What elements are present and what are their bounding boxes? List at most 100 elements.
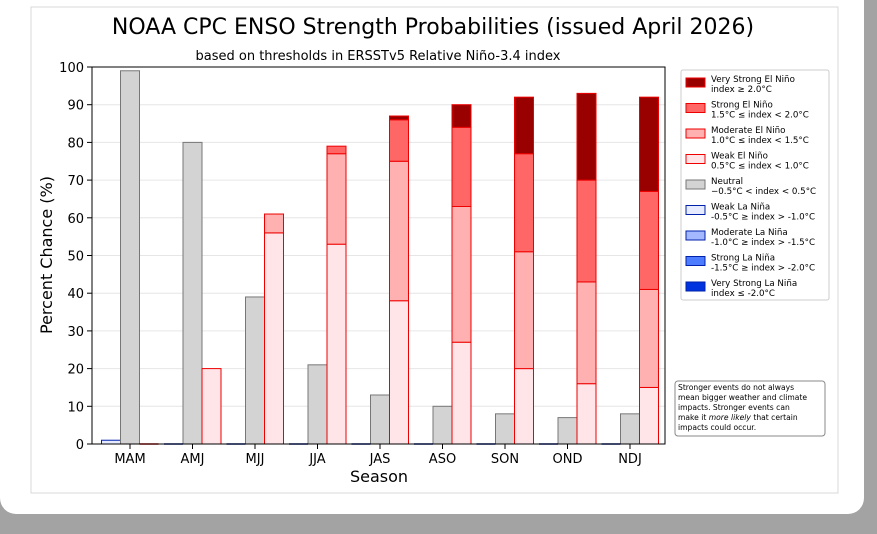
bar-segment [307,364,328,445]
legend-range: -1.5°C ≥ index > -2.0°C [711,264,815,274]
bar-segment [264,232,284,445]
bar-segment [576,383,597,445]
bar-segment [639,288,659,388]
y-tick-label: 70 [67,174,84,189]
x-tick-label: MAM [114,452,145,467]
y-tick-label: 80 [67,136,84,151]
note-line-1: Stronger events do not always [678,383,794,392]
bar-segment [495,413,515,445]
bar-segment [432,405,453,445]
legend-range: -1.0°C ≥ index > -1.5°C [711,238,815,248]
bar-segment [639,386,659,445]
note-frame [674,380,826,437]
y-tick-label: 10 [67,400,84,415]
bar-segment [514,153,534,253]
bar-segment [576,179,597,283]
bar-segment [451,205,472,343]
bar-segment [639,96,659,192]
legend-range: −0.5°C < index < 0.5°C [711,187,816,197]
legend-label: Moderate La Niña [711,228,788,238]
bar-segment [389,115,409,121]
bar-segment [370,394,390,445]
x-tick-label: NDJ [618,452,642,467]
bar-segment [514,368,534,445]
legend-range: index ≤ -2.0°C [711,289,775,299]
x-tick-label: OND [553,452,583,467]
legend-label: Weak La Niña [711,203,770,213]
bar-segment [389,160,409,302]
legend-swatch [685,103,706,113]
x-tick-label: MJJ [246,452,265,467]
x-tick-label: SON [491,452,519,467]
legend-swatch [685,256,706,266]
y-tick-label: 20 [67,363,84,378]
legend-label: Strong La Niña [711,254,775,264]
bar-segment [576,92,597,181]
legend-swatch [685,77,706,88]
bar-segment [264,213,284,234]
bar-segment [389,300,409,445]
y-tick-label: 0 [76,438,84,453]
y-tick-label: 40 [67,287,84,302]
legend-box [680,69,830,301]
x-axis-label: Season [350,467,408,486]
bar-segment [389,119,409,162]
y-tick-label: 90 [67,99,84,114]
legend-swatch [685,205,706,215]
legend-label: Very Strong La Niña [711,279,797,289]
bar-segment [514,251,534,370]
legend-range: -0.5°C ≥ index > -1.0°C [711,213,815,223]
chart-title: NOAA CPC ENSO Strength Probabilities (is… [112,15,754,40]
legend-label: Strong El Niño [711,101,773,111]
bar-segment [245,296,265,445]
legend-label: Neutral [711,177,743,187]
legend-range: 0.5°C ≤ index < 1.0°C [711,162,809,172]
legend-swatch [685,179,706,190]
bar-segment [326,153,347,245]
y-axis-ticks: 0 10 20 30 40 50 60 70 80 90 100 [59,61,92,453]
x-tick-label: JAS [369,452,391,467]
bar-segment [101,439,121,445]
plot-area-frame [91,66,666,445]
bar-segment [451,126,472,207]
y-tick-label: 50 [67,250,84,265]
legend-label: Moderate El Niño [711,126,785,136]
note-text-emphasis: more likely [709,413,752,422]
chart-subtitle: based on thresholds in ERSSTv5 Relative … [196,49,561,64]
note-text-a: make it [678,413,709,422]
y-axis-label: Percent Chance (%) [37,176,56,334]
legend-range: 1.5°C ≤ index < 2.0°C [711,111,809,121]
bar-segment [557,417,578,445]
note-line-2: mean bigger weather and climate [678,393,807,402]
x-tick-label: AMJ [181,452,205,467]
y-tick-label: 60 [67,212,84,227]
legend-swatch [685,128,706,139]
bar-segment [201,368,222,445]
x-axis-ticks: MAM AMJ MJJ JJA JAS ASO SON OND NDJ [114,444,642,467]
note-box: Stronger events do not always mean bigge… [674,380,826,437]
bar-segment [576,281,597,385]
note-line-5: impacts could occur. [678,423,756,432]
legend-range: 1.0°C ≤ index < 1.5°C [711,136,809,146]
legend-label: Very Strong El Niño [711,75,795,85]
y-tick-label: 100 [59,61,84,76]
x-tick-label: JJA [308,452,325,467]
bar-segment [639,190,659,290]
y-tick-label: 30 [67,325,84,340]
note-line-4: make it more likely that certain [678,413,798,422]
bar-segment [620,413,640,445]
note-line-3: impacts. Stronger events can [678,403,790,412]
legend-label: Weak El Niño [711,152,768,162]
x-tick-label: ASO [429,452,456,467]
bar-segment [326,145,347,155]
bar-segment [182,141,203,445]
legend-swatch [685,154,706,164]
note-text-b: that certain [751,413,798,422]
legend-swatch [685,230,706,241]
bar-segment [120,70,140,445]
legend-range: index ≥ 2.0°C [711,85,772,95]
bar-segment [451,341,472,445]
bar-segment [451,104,472,128]
